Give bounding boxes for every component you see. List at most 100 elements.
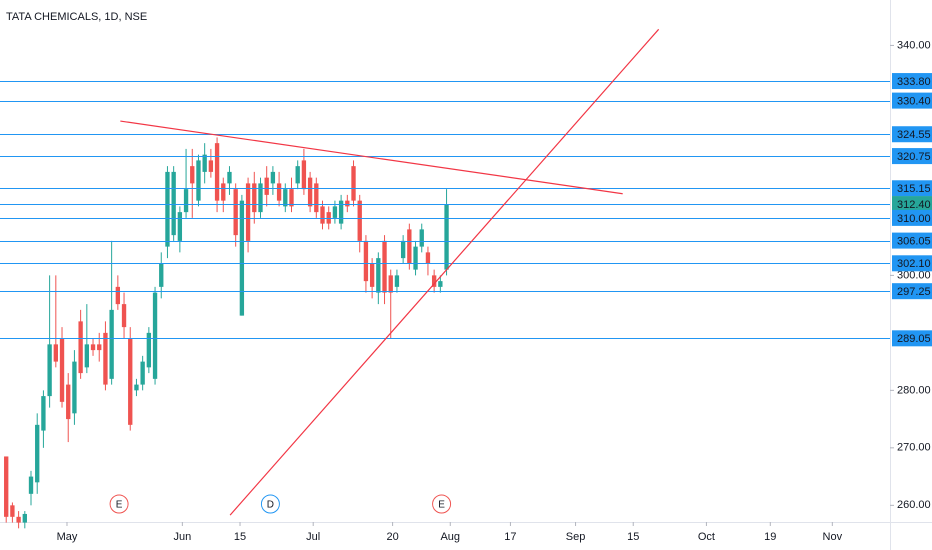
candle-body [121,304,127,328]
candle-body [276,183,282,201]
candle-body [90,344,96,351]
event-marker [109,494,129,514]
candle-body [357,200,362,241]
candle-body [407,229,412,264]
candle-body [227,171,232,184]
candle-body [221,183,226,201]
x-tick-label: Oct [698,531,715,543]
price-label-box [892,180,932,197]
candle-body [177,212,183,241]
candle-body [307,177,313,207]
candle-body [84,344,89,368]
candle-body [146,332,152,368]
candle-body [4,456,9,517]
candle-body [345,200,350,207]
candle-body [59,338,65,402]
candle-body [400,240,406,259]
x-tick-label: Jun [173,531,191,543]
candle-body [140,361,145,385]
candle-body [190,166,195,184]
candle-body [332,206,338,218]
price-label-box [892,126,932,143]
candle-body [16,516,21,523]
x-tick-label: Sep [566,531,586,543]
candle-body [208,160,214,172]
candle-body [438,281,443,287]
candle-body [444,204,449,270]
candle-body [128,338,133,425]
candle-body [239,200,245,316]
candle-body [283,189,288,207]
candle-body [388,275,393,293]
price-label: 302.10 [897,258,931,270]
x-tick-label: 17 [504,531,516,543]
price-label-box [892,232,932,249]
price-label: 289.05 [897,333,931,345]
candle-body [326,212,331,224]
price-label-box [892,73,932,90]
candle-body [109,309,114,379]
price-label: 315.15 [897,183,931,195]
event-label: E [438,500,445,511]
candle-body [22,513,27,523]
x-tick-label: Aug [440,531,460,543]
candle-body [419,229,424,247]
x-tick-label: 15 [627,531,639,543]
y-tick-label: 300.00 [897,269,931,281]
price-label: 324.55 [897,129,931,141]
chart-title: TATA CHEMICALS, 1D, NSE [6,11,147,23]
x-tick-label: 19 [764,531,776,543]
candle-body [289,189,294,207]
candle-body [53,344,58,362]
price-label-box [892,255,932,272]
candle-body [115,286,121,305]
candle-body [202,154,207,172]
candle-body [233,189,238,236]
price-label-box [892,148,932,165]
y-tick-label: 340.00 [897,39,931,51]
price-label: 333.80 [897,76,931,88]
event-label: D [267,500,274,511]
x-tick-label: 20 [386,531,398,543]
price-label-box [892,92,932,109]
trend-line [120,120,623,195]
candle-body [351,166,356,201]
candle-body [78,321,83,374]
x-tick-label: Jul [306,531,320,543]
candle-body [41,396,46,431]
candle-body [431,275,437,287]
price-label: 306.05 [897,235,931,247]
candle-body [196,160,201,201]
candle-body [171,171,176,236]
price-label-box [892,209,932,226]
price-label-box [892,330,932,347]
candle-body [252,183,257,213]
candle-body [376,258,381,293]
candle-body [270,171,276,184]
trend-line [229,28,660,516]
price-label: 310.00 [897,213,931,225]
candle-body [338,200,344,224]
candle-body [103,332,108,385]
price-label: 330.40 [897,96,931,108]
event-marker [260,494,280,514]
candle-body [258,183,263,213]
candle-body [264,177,269,195]
candle-body [152,292,158,379]
candle-body [382,240,387,293]
candle-body [363,240,369,282]
price-label: 297.25 [897,286,931,298]
candle-body [425,252,431,264]
price-label-box [892,196,932,213]
candle-body [394,275,400,287]
candle-body [159,263,164,287]
y-tick-label: 260.00 [897,499,931,511]
x-tick-label: Nov [823,531,843,543]
event-marker [432,494,452,514]
event-label: E [116,500,123,511]
candle-body [66,384,71,420]
candle-body [183,189,189,213]
candle-body [47,344,52,397]
candle-body [72,361,77,414]
